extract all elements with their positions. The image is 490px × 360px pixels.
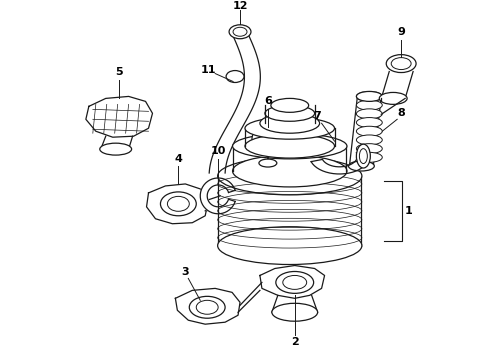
Ellipse shape (391, 58, 411, 69)
Text: 1: 1 (404, 206, 412, 216)
Ellipse shape (356, 91, 382, 102)
Ellipse shape (356, 144, 382, 154)
Text: 9: 9 (397, 27, 405, 37)
Ellipse shape (160, 192, 196, 216)
Ellipse shape (229, 25, 251, 39)
Ellipse shape (168, 196, 189, 211)
Polygon shape (200, 178, 235, 214)
Text: 11: 11 (200, 64, 216, 75)
Ellipse shape (356, 109, 382, 119)
Text: 2: 2 (291, 337, 298, 347)
Ellipse shape (189, 296, 225, 318)
Polygon shape (209, 34, 260, 173)
Ellipse shape (233, 27, 247, 36)
Ellipse shape (283, 275, 307, 289)
Ellipse shape (252, 125, 284, 153)
Text: 3: 3 (181, 267, 189, 278)
Ellipse shape (356, 144, 370, 168)
Ellipse shape (356, 152, 382, 162)
Ellipse shape (245, 117, 335, 139)
Text: 4: 4 (174, 154, 182, 164)
Ellipse shape (359, 149, 368, 163)
Ellipse shape (348, 161, 374, 171)
Text: 10: 10 (211, 146, 226, 156)
Ellipse shape (379, 93, 407, 104)
Ellipse shape (276, 271, 314, 293)
Ellipse shape (245, 134, 335, 158)
Ellipse shape (272, 303, 318, 321)
Ellipse shape (218, 157, 362, 195)
Polygon shape (86, 96, 152, 137)
Polygon shape (260, 266, 324, 298)
Text: 12: 12 (232, 1, 248, 11)
Text: 8: 8 (397, 108, 405, 118)
Ellipse shape (226, 71, 244, 82)
Ellipse shape (233, 134, 347, 159)
Ellipse shape (356, 91, 382, 102)
Ellipse shape (233, 155, 347, 187)
Ellipse shape (271, 98, 309, 112)
Ellipse shape (386, 55, 416, 73)
Ellipse shape (218, 227, 362, 265)
Ellipse shape (259, 131, 277, 147)
Ellipse shape (259, 159, 277, 167)
Ellipse shape (356, 135, 382, 145)
Ellipse shape (356, 118, 382, 127)
Ellipse shape (265, 105, 315, 121)
Text: 7: 7 (314, 111, 321, 121)
Text: 5: 5 (115, 67, 122, 77)
Ellipse shape (356, 100, 382, 110)
Ellipse shape (196, 300, 218, 314)
Ellipse shape (260, 113, 319, 133)
Polygon shape (311, 150, 369, 174)
Bar (218, 176, 363, 246)
Polygon shape (175, 288, 240, 324)
Ellipse shape (356, 126, 382, 136)
Polygon shape (147, 184, 208, 224)
Text: 6: 6 (264, 96, 272, 107)
Ellipse shape (100, 143, 132, 155)
